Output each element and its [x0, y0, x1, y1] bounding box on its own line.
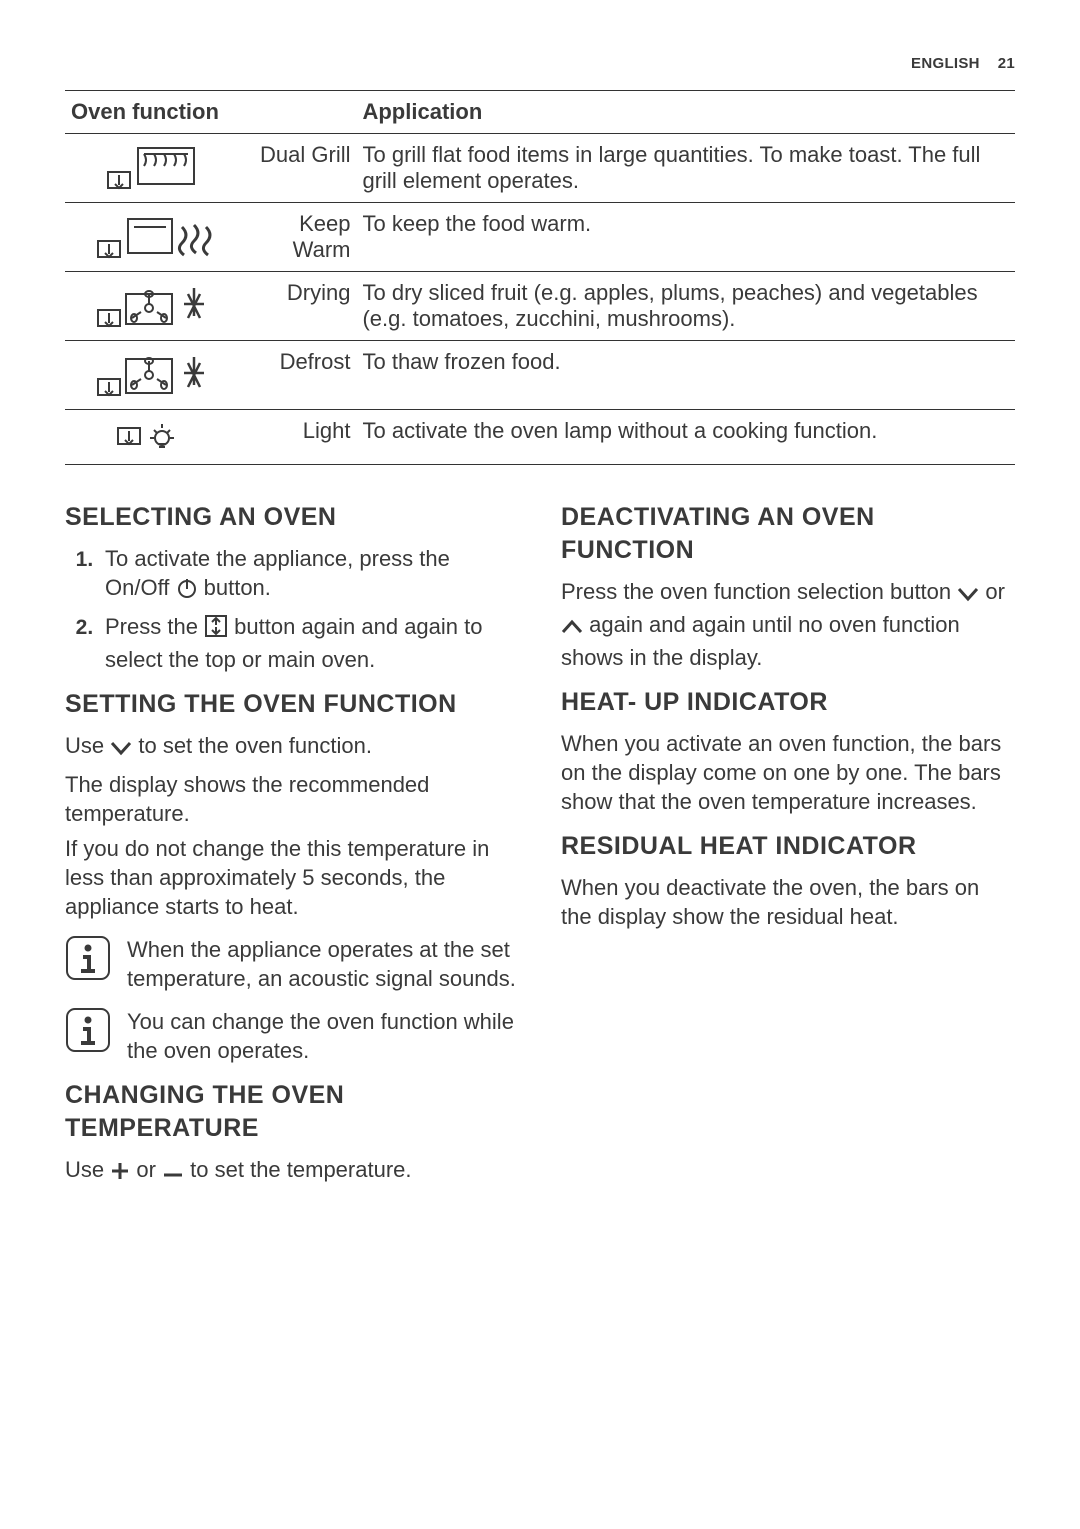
left-column: SELECTING AN OVEN To activate the applia…	[65, 487, 519, 1194]
change-c: to set the temperature.	[184, 1157, 411, 1182]
step1-text-a: To activate the appliance, press the On/…	[105, 546, 450, 600]
setfn-p1-b: to set the oven function.	[132, 733, 372, 758]
deact-c: again and again until no oven function s…	[561, 612, 960, 670]
col-header-application: Application	[356, 91, 1015, 134]
info-text: You can change the oven function while t…	[127, 1007, 519, 1065]
fn-name: Light	[247, 410, 356, 465]
header-page: 21	[998, 55, 1015, 72]
fn-desc: To dry sliced fruit (e.g. apples, plums,…	[356, 272, 1015, 341]
info-text: When the appliance operates at the set t…	[127, 935, 519, 993]
right-column: DEACTIVATING AN OVEN FUNCTION Press the …	[561, 487, 1015, 1194]
fn-desc: To grill flat food items in large quanti…	[356, 134, 1015, 203]
heading-residual: RESIDUAL HEAT INDICATOR	[561, 830, 1015, 863]
heading-selecting-oven: SELECTING AN OVEN	[65, 501, 519, 534]
table-row: Light To activate the oven lamp without …	[65, 410, 1015, 465]
chevron-down-icon	[110, 735, 132, 764]
list-item: Press the button again and again to sele…	[99, 612, 519, 674]
drying-icon	[96, 282, 216, 330]
table-row: Dual Grill To grill flat food items in l…	[65, 134, 1015, 203]
setfn-p3: If you do not change the this temperatur…	[65, 834, 519, 921]
step2-text-a: Press the	[105, 614, 204, 639]
heading-heatup: HEAT- UP INDICATOR	[561, 686, 1015, 719]
change-b: or	[130, 1157, 162, 1182]
table-row: Defrost To thaw frozen food.	[65, 341, 1015, 410]
info-note: When the appliance operates at the set t…	[65, 935, 519, 993]
change-p: Use or to set the temperature.	[65, 1155, 519, 1188]
fn-name: Dual Grill	[247, 134, 356, 203]
deact-a: Press the oven function selection button	[561, 579, 957, 604]
oven-select-icon	[204, 614, 228, 645]
chevron-down-icon	[957, 581, 979, 610]
oven-function-table: Oven function Application Dual Grill To …	[65, 90, 1015, 465]
step1-text-b: button.	[198, 575, 271, 600]
page: ENGLISH 21 Oven function Application	[0, 0, 1080, 1254]
change-a: Use	[65, 1157, 110, 1182]
fn-name: Defrost	[247, 341, 356, 410]
header-lang: ENGLISH	[911, 55, 980, 72]
deact-b: or	[979, 579, 1005, 604]
table-row: Keep Warm To keep the food warm.	[65, 203, 1015, 272]
light-icon	[116, 420, 196, 454]
setfn-p1: Use to set the oven function.	[65, 731, 519, 764]
info-icon	[65, 935, 111, 988]
heading-change-temp: CHANGING THE OVEN TEMPERATURE	[65, 1079, 519, 1145]
info-note: You can change the oven function while t…	[65, 1007, 519, 1065]
power-icon	[176, 577, 198, 606]
fn-name: Drying	[247, 272, 356, 341]
col-header-function: Oven function	[65, 91, 356, 134]
setfn-p1-a: Use	[65, 733, 110, 758]
selecting-steps: To activate the appliance, press the On/…	[65, 544, 519, 674]
list-item: To activate the appliance, press the On/…	[99, 544, 519, 606]
plus-icon	[110, 1159, 130, 1188]
two-column-body: SELECTING AN OVEN To activate the applia…	[65, 487, 1015, 1194]
heading-setting-fn: SETTING THE OVEN FUNCTION	[65, 688, 519, 721]
table-row: Drying To dry sliced fruit (e.g. apples,…	[65, 272, 1015, 341]
info-icon	[65, 1007, 111, 1060]
chevron-up-icon	[561, 614, 583, 643]
fn-desc: To thaw frozen food.	[356, 341, 1015, 410]
fn-name: Keep Warm	[247, 203, 356, 272]
minus-icon	[162, 1159, 184, 1188]
defrost-icon	[96, 351, 216, 399]
table-header-row: Oven function Application	[65, 91, 1015, 134]
page-header: ENGLISH 21	[65, 55, 1015, 72]
heading-deactivate: DEACTIVATING AN OVEN FUNCTION	[561, 501, 1015, 567]
fn-desc: To keep the food warm.	[356, 203, 1015, 272]
dual-grill-icon	[106, 144, 206, 190]
setfn-p2: The display shows the recommended temper…	[65, 770, 519, 828]
resid-p: When you deactivate the oven, the bars o…	[561, 873, 1015, 931]
keep-warm-icon	[96, 213, 216, 261]
deact-p: Press the oven function selection button…	[561, 577, 1015, 672]
fn-desc: To activate the oven lamp without a cook…	[356, 410, 1015, 465]
heatup-p: When you activate an oven function, the …	[561, 729, 1015, 816]
